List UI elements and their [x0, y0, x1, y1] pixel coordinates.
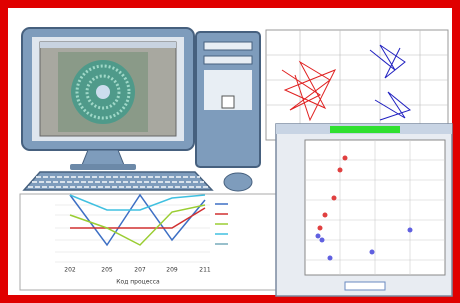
- x-tick-label: 205: [101, 267, 113, 274]
- monitor-part: [82, 150, 124, 165]
- scatter-window-part: [320, 238, 325, 243]
- x-tick-label: 211: [199, 267, 211, 274]
- system-unit-part: [222, 96, 234, 108]
- scatter-window-part: [323, 213, 328, 218]
- monitor-part: [96, 85, 110, 99]
- monitor-part: [70, 164, 136, 170]
- scatter-window-part: [370, 250, 375, 255]
- x-tick-label: 202: [64, 267, 76, 274]
- page: {"line_chart": {"x_labels": ["202", "205…: [0, 0, 460, 303]
- scatter-window-part: [338, 168, 343, 173]
- scatter-window: [276, 124, 452, 296]
- scatter-window-part: [318, 226, 323, 231]
- x-tick-label: 209: [166, 267, 178, 274]
- scatter-window-part: [343, 156, 348, 161]
- scatter-window-part: [345, 282, 385, 290]
- keyboard-part: [224, 173, 252, 191]
- system-unit-part: [204, 42, 252, 50]
- system-unit-part: [204, 56, 252, 64]
- scatter-window-part: [316, 234, 321, 239]
- system-unit: [196, 32, 260, 167]
- x-tick-label: 207: [134, 267, 146, 274]
- line-chart-panel-part: [20, 194, 282, 290]
- monitor: [22, 28, 194, 170]
- x-axis-title: Код процесса: [116, 279, 160, 286]
- scatter-window-part: [332, 196, 337, 201]
- scatter-window-part: [330, 126, 400, 133]
- monitor-part: [40, 42, 176, 48]
- scatter-window-part: [328, 256, 333, 261]
- illustration: 202 205 207 209 211 Код процесса: [0, 0, 460, 303]
- scatter-window-part: [408, 228, 413, 233]
- line-chart-panel: 202 205 207 209 211 Код процесса: [20, 194, 282, 290]
